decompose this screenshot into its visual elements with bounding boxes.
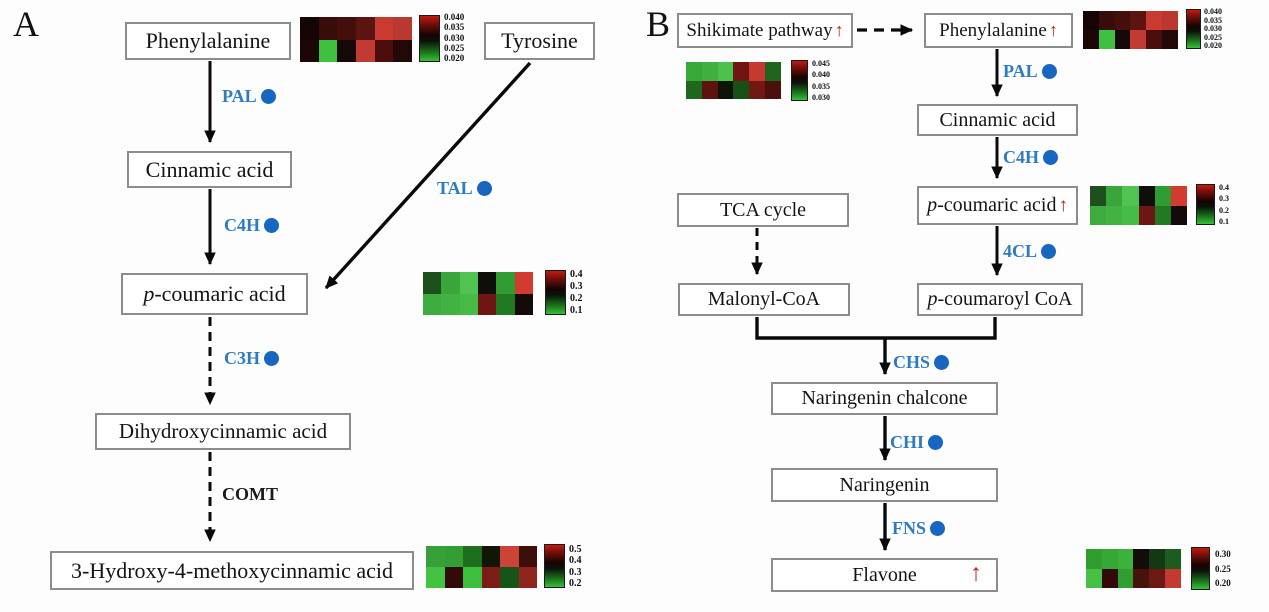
enzyme-4cl-b-dot-icon (1041, 243, 1057, 259)
box-p-coumaroyl-coa-b: p -coumaroyl CoA (917, 283, 1083, 316)
enzyme-pal-a-label: PAL (222, 86, 257, 106)
enzyme-pal-b: PAL (1003, 62, 1057, 80)
heatmap-p-coumaric-acid-a (423, 272, 533, 315)
box-p-coumaric-acid-a-italic: p (143, 281, 155, 306)
enzyme-chs-b: CHS (893, 352, 950, 372)
colorbar-phenylalanine-b (1186, 9, 1201, 49)
enzyme-chi-b-dot-icon (928, 434, 944, 450)
box-p-coumaric-acid-b-italic: p (927, 194, 938, 216)
heatmap-p-coumaric-acid-b (1090, 186, 1188, 225)
colorbar-hydroxy-methoxycinnamic-acid-a (544, 544, 565, 588)
box-dihydroxycinnamic-acid-a: Dihydroxycinnamic acid (95, 413, 351, 450)
enzyme-tal-a-label: TAL (437, 178, 473, 198)
panel-a-label: A (13, 4, 39, 44)
box-tyrosine-a: Tyrosine (484, 22, 595, 60)
enzyme-4cl-b-label: 4CL (1003, 241, 1038, 261)
enzyme-tal-a: TAL (437, 179, 492, 197)
box-hydroxy-methoxycinnamic-acid-a-label: 3-Hydroxy-4-methoxycinnamic acid (71, 557, 393, 583)
enzyme-chi-b: CHI (890, 432, 944, 452)
box-p-coumaroyl-coa-b-italic: p (927, 288, 938, 310)
enzyme-chi-b-label: CHI (890, 432, 925, 452)
box-naringenin-chalcone-b: Naringenin chalcone (771, 382, 998, 415)
enzyme-pal-b-dot-icon (1041, 63, 1057, 79)
enzyme-tal-a-dot-icon (476, 180, 492, 196)
scale-p-coumaric-acid-b: 0.4 0.3 0.2 0.1 (1219, 183, 1229, 226)
box-tca-cycle-b: TCA cycle (677, 193, 849, 227)
enzyme-c4h-a: C4H (224, 216, 279, 234)
enzyme-c4h-b: C4H (1003, 148, 1058, 166)
scale-hydroxy-methoxycinnamic-acid-a: 0.5 0.4 0.3 0.2 (569, 544, 582, 589)
box-flavone-b-label: Flavone (852, 563, 917, 586)
enzyme-c3h-a-label: C3H (224, 348, 260, 368)
box-cinnamic-acid-b: Cinnamic acid (917, 104, 1078, 136)
scale-flavone-b: 0.30 0.25 0.20 (1215, 549, 1231, 588)
enzyme-pal-a-dot-icon (260, 88, 276, 104)
box-naringenin-b-label: Naringenin (839, 473, 930, 496)
colorbar-flavone-b (1191, 547, 1210, 590)
enzyme-fns-b-label: FNS (892, 518, 927, 538)
box-dihydroxycinnamic-acid-a-label: Dihydroxycinnamic acid (118, 419, 328, 443)
box-hydroxy-methoxycinnamic-acid-a: 3-Hydroxy-4-methoxycinnamic acid (50, 551, 414, 590)
box-shikimate-pathway-b-label: Shikimate pathway (686, 19, 833, 41)
enzyme-chs-b-label: CHS (893, 352, 931, 372)
heatmap-phenylalanine-a (300, 17, 413, 62)
scale-shikimate-pathway-b: 0.045 0.040 0.035 0.030 (812, 59, 830, 102)
box-naringenin-b: Naringenin (771, 468, 998, 502)
box-p-coumaric-acid-b: p -coumaric acid ↑ (917, 186, 1078, 225)
up-arrow-icon: ↑ (970, 560, 982, 587)
up-arrow-icon: ↑ (1048, 20, 1058, 40)
heatmap-phenylalanine-b (1083, 11, 1178, 49)
enzyme-c3h-a: C3H (224, 349, 279, 367)
enzyme-c4h-a-dot-icon (264, 217, 279, 233)
box-phenylalanine-a: Phenylalanine (125, 22, 291, 60)
box-p-coumaric-acid-b-label: -coumaric acid (937, 194, 1057, 216)
box-malonyl-coa-b-label: Malonyl-CoA (707, 288, 821, 310)
scale-p-coumaric-acid-a: 0.4 0.3 0.2 0.1 (570, 269, 583, 316)
enzyme-pal-b-label: PAL (1003, 61, 1038, 81)
box-p-coumaric-acid-a-label: -coumaric acid (154, 281, 286, 306)
enzyme-c4h-b-dot-icon (1043, 149, 1058, 165)
box-malonyl-coa-b: Malonyl-CoA (678, 283, 850, 316)
box-p-coumaroyl-coa-b-label: -coumaroyl CoA (937, 288, 1073, 310)
enzyme-pal-a: PAL (222, 87, 276, 105)
connector-malonyl-pcoumaroyl-b (755, 317, 997, 340)
enzyme-4cl-b: 4CL (1003, 241, 1057, 261)
heatmap-shikimate-pathway-b (686, 62, 781, 99)
box-tca-cycle-b-label: TCA cycle (719, 198, 807, 221)
box-phenylalanine-a-label: Phenylalanine (145, 28, 271, 53)
box-cinnamic-acid-a-label: Cinnamic acid (145, 156, 274, 182)
box-phenylalanine-b: Phenylalanine ↑ (924, 13, 1073, 48)
enzyme-comt-a-label: COMT (222, 484, 278, 504)
box-cinnamic-acid-b-label: Cinnamic acid (939, 108, 1056, 131)
colorbar-shikimate-pathway-b (791, 60, 808, 101)
enzyme-chs-b-dot-icon (934, 354, 950, 370)
heatmap-flavone-b (1086, 549, 1181, 588)
heatmap-hydroxy-methoxycinnamic-acid-a (426, 546, 537, 588)
colorbar-phenylalanine-a (419, 15, 440, 62)
box-cinnamic-acid-a: Cinnamic acid (127, 151, 292, 188)
colorbar-p-coumaric-acid-b (1196, 184, 1215, 225)
enzyme-c4h-a-label: C4H (224, 215, 260, 235)
panel-b-label: B (646, 4, 671, 44)
enzyme-comt-a: COMT (222, 485, 278, 503)
box-naringenin-chalcone-b-label: Naringenin chalcone (801, 387, 968, 409)
box-flavone-b: Flavone ↑ (771, 558, 998, 592)
box-shikimate-pathway-b: Shikimate pathway ↑ (677, 13, 853, 48)
enzyme-c3h-a-dot-icon (264, 350, 279, 366)
enzyme-fns-b: FNS (892, 518, 946, 538)
up-arrow-icon: ↑ (834, 20, 844, 40)
scale-phenylalanine-b: 0.040 0.035 0.030 0.025 0.020 (1204, 7, 1222, 50)
up-arrow-icon: ↑ (1058, 194, 1068, 216)
scale-phenylalanine-a: 0.040 0.035 0.030 0.025 0.020 (444, 12, 465, 63)
colorbar-p-coumaric-acid-a (545, 270, 566, 315)
enzyme-c4h-b-label: C4H (1003, 147, 1039, 167)
arrow-tyrosine-to-pcoumaric-a (324, 61, 532, 290)
box-p-coumaric-acid-a: p -coumaric acid (121, 273, 308, 315)
enzyme-fns-b-dot-icon (930, 520, 946, 536)
box-phenylalanine-b-label: Phenylalanine (939, 19, 1047, 41)
box-tyrosine-a-label: Tyrosine (501, 28, 578, 53)
